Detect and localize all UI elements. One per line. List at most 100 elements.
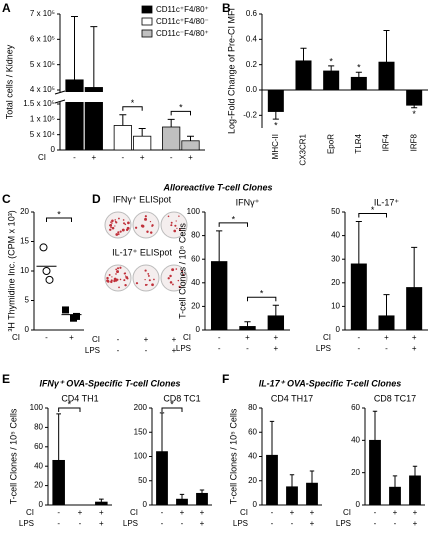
bar (306, 482, 318, 506)
x-row-value: - (218, 333, 221, 342)
y-tick-label: 0 (25, 325, 30, 334)
spot (123, 279, 126, 282)
error-bar (355, 71, 362, 78)
y-tick-label: 0.6 (246, 9, 258, 18)
x-row-label: LPS (336, 519, 351, 528)
y-tick-label: 0 (39, 500, 44, 509)
spot (123, 222, 126, 225)
y-tick-label: 60 (34, 442, 43, 451)
y-tick-label: 15 (20, 237, 29, 246)
x-row-label: CI (183, 333, 191, 342)
x-row-value: - (374, 519, 377, 528)
legend-label: CD11c⁺F4/80⁺ (156, 5, 209, 14)
x-row-value: + (384, 333, 389, 342)
chart-title: CD4 TH17 (271, 393, 313, 403)
y-tick-label: 20 (331, 278, 340, 287)
spot (173, 229, 177, 233)
significance-bracket (122, 106, 143, 111)
y-tick-label: 60 (248, 427, 257, 436)
spot (121, 228, 125, 232)
error-bar (179, 493, 185, 500)
y-axis-label: T-cell Clones / 10⁵ Cells (228, 408, 238, 504)
x-tick-label: CX3CR1 (299, 133, 308, 165)
y-tick-label: 40 (34, 461, 43, 470)
error-bar (328, 65, 335, 71)
y-tick-label: 5 (25, 296, 30, 305)
x-row-value: + (273, 333, 278, 342)
spot (182, 273, 185, 276)
x-row-value: - (357, 344, 360, 353)
section-heading: IFNγ⁺ OVA-Specific T-cell Clones (39, 378, 180, 388)
significance: * (371, 205, 375, 215)
significance: * (357, 63, 361, 73)
spot (119, 266, 122, 269)
spot (111, 276, 113, 278)
y-tick-label: 100 (187, 207, 201, 216)
spot (124, 223, 127, 226)
spot (116, 270, 119, 274)
bar (239, 326, 256, 331)
spot (116, 278, 119, 281)
section-heading: IL-17⁺ OVA-Specific T-cell Clones (259, 378, 402, 388)
bar (210, 261, 228, 331)
point (42, 267, 51, 275)
x-row-value: + (412, 344, 417, 353)
error-bar (56, 413, 62, 461)
break-mark (54, 90, 66, 104)
x-tick-label: TLR4 (354, 133, 363, 153)
panel-letter: E (2, 372, 10, 386)
chart-title: CD8 TC17 (374, 393, 416, 403)
y-tick-label: 5 x 10⁴ (30, 130, 56, 139)
x-row-value: - (181, 519, 184, 528)
x-row-label: LPS (233, 519, 248, 528)
spot (167, 215, 170, 218)
y-tick-label: 10 (331, 302, 340, 311)
spot (147, 273, 150, 275)
error-bar (289, 474, 295, 487)
spot (178, 215, 180, 217)
chart-title: IL-17⁺ (374, 197, 400, 207)
spot (151, 224, 154, 227)
bar (378, 315, 395, 331)
spot (140, 224, 144, 228)
significance: * (232, 214, 236, 224)
bar (267, 315, 285, 331)
y-tick-label: 20 (351, 468, 360, 477)
y-tick-label: 30 (331, 254, 340, 263)
spot (178, 228, 181, 231)
x-row-value: + (413, 519, 418, 528)
y-tick-label: 150 (134, 427, 148, 436)
y-tick-label: 0 (253, 500, 258, 509)
x-row-value: - (57, 508, 60, 517)
spot (126, 229, 129, 231)
spot (118, 217, 120, 220)
spot (117, 231, 120, 234)
x-row-value: - (170, 153, 173, 162)
y-tick-label: 50 (331, 207, 340, 216)
significance: * (131, 98, 135, 108)
y-tick-label: 0 (143, 500, 148, 509)
error-bar (309, 470, 315, 484)
error-bar (272, 111, 279, 120)
bar (286, 486, 298, 506)
chart-title: CD8 TC1 (163, 393, 200, 403)
bar (133, 135, 152, 151)
error-bar (216, 230, 223, 262)
spot (175, 268, 178, 270)
spot (144, 283, 148, 287)
spot (134, 226, 138, 229)
bar (266, 454, 278, 506)
spot (110, 221, 112, 223)
spot (106, 276, 109, 280)
x-row-value: + (273, 344, 278, 353)
y-tick-label: 1 x 10⁵ (30, 114, 55, 123)
x-row-label: CI (92, 335, 100, 344)
bar (176, 498, 188, 506)
y-tick-label: 60 (351, 403, 360, 412)
well (132, 211, 160, 239)
significance: * (68, 399, 72, 409)
x-row-value: - (73, 153, 76, 162)
y-tick-label: 40 (248, 452, 257, 461)
spot (107, 280, 110, 283)
x-row-value: + (188, 153, 193, 162)
